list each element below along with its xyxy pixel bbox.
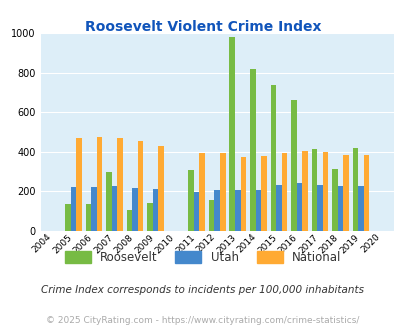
Bar	[322, 152, 327, 231]
Bar	[290, 100, 296, 231]
Bar	[117, 138, 123, 231]
Bar	[220, 153, 225, 231]
Bar	[194, 192, 199, 231]
Text: Crime Index corresponds to incidents per 100,000 inhabitants: Crime Index corresponds to incidents per…	[41, 285, 364, 295]
Bar	[311, 149, 316, 231]
Bar	[352, 148, 357, 231]
Bar	[76, 138, 81, 231]
Bar	[132, 188, 138, 231]
Bar	[342, 155, 348, 231]
Bar	[106, 172, 111, 231]
Bar	[147, 203, 152, 231]
Bar	[138, 141, 143, 231]
Bar	[331, 169, 337, 231]
Bar	[270, 85, 275, 231]
Bar	[126, 210, 132, 231]
Bar	[70, 187, 76, 231]
Bar	[234, 190, 240, 231]
Bar	[96, 137, 102, 231]
Legend: Roosevelt, Utah, National: Roosevelt, Utah, National	[59, 245, 346, 270]
Bar	[275, 185, 281, 231]
Bar	[214, 190, 220, 231]
Bar	[240, 157, 245, 231]
Bar	[281, 153, 286, 231]
Text: © 2025 CityRating.com - https://www.cityrating.com/crime-statistics/: © 2025 CityRating.com - https://www.city…	[46, 315, 359, 325]
Bar	[249, 69, 255, 231]
Bar	[85, 204, 91, 231]
Bar	[363, 155, 369, 231]
Bar	[152, 189, 158, 231]
Bar	[337, 186, 342, 231]
Bar	[65, 204, 70, 231]
Bar	[158, 146, 164, 231]
Bar	[255, 190, 260, 231]
Bar	[91, 187, 96, 231]
Bar	[199, 153, 205, 231]
Bar	[316, 185, 322, 231]
Bar	[301, 151, 307, 231]
Bar	[296, 183, 301, 231]
Bar	[260, 156, 266, 231]
Bar	[357, 186, 363, 231]
Bar	[188, 170, 194, 231]
Bar	[111, 186, 117, 231]
Bar	[229, 37, 234, 231]
Text: Roosevelt Violent Crime Index: Roosevelt Violent Crime Index	[85, 20, 320, 34]
Bar	[209, 200, 214, 231]
